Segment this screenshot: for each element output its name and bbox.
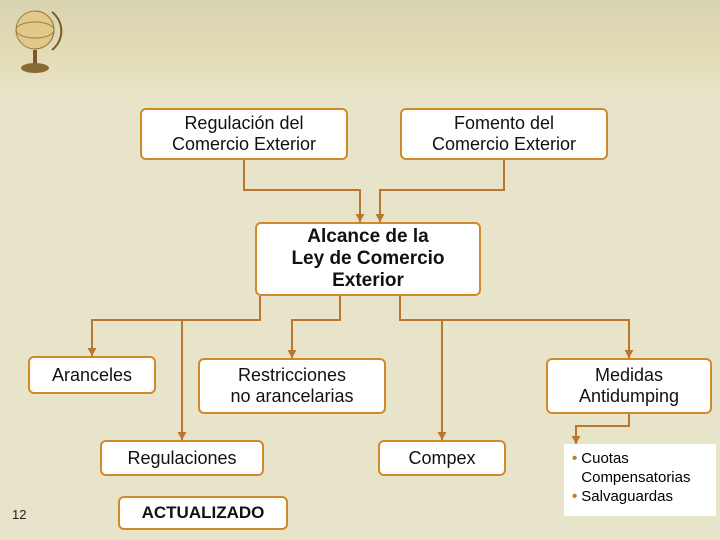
node-aranceles: Aranceles xyxy=(28,356,156,394)
node-fom_com: Fomento delComercio Exterior xyxy=(400,108,608,160)
bullet-item: •Salvaguardas xyxy=(572,488,708,507)
node-label: MedidasAntidumping xyxy=(579,365,679,406)
node-label: Restriccionesno arancelarias xyxy=(230,365,353,406)
node-actualizado: ACTUALIZADO xyxy=(118,496,288,530)
node-label: Regulación delComercio Exterior xyxy=(172,113,316,154)
bullets-box: •Cuotas Compensatorias•Salvaguardas xyxy=(564,444,716,516)
node-label: Aranceles xyxy=(52,365,132,386)
node-compex: Compex xyxy=(378,440,506,476)
node-label: Regulaciones xyxy=(127,448,236,469)
node-label: Alcance de laLey de ComercioExterior xyxy=(291,226,444,292)
bullet-item: •Cuotas Compensatorias xyxy=(572,450,708,488)
node-label: Compex xyxy=(408,448,475,469)
node-restric: Restriccionesno arancelarias xyxy=(198,358,386,414)
node-medidas: MedidasAntidumping xyxy=(546,358,712,414)
bullet-text: Salvaguardas xyxy=(581,488,673,507)
node-label: Fomento delComercio Exterior xyxy=(432,113,576,154)
page-number: 12 xyxy=(12,507,26,522)
node-regulac: Regulaciones xyxy=(100,440,264,476)
globe-icon xyxy=(8,4,66,78)
bullet-text: Cuotas Compensatorias xyxy=(581,450,708,488)
bullet-dot-icon: • xyxy=(572,450,577,488)
header-band xyxy=(0,0,720,90)
bullet-dot-icon: • xyxy=(572,488,577,507)
node-label: ACTUALIZADO xyxy=(142,503,265,523)
node-reg_com: Regulación delComercio Exterior xyxy=(140,108,348,160)
node-center: Alcance de laLey de ComercioExterior xyxy=(255,222,481,296)
